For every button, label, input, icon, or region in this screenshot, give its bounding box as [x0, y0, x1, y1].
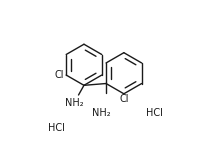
- Text: HCl: HCl: [48, 123, 65, 133]
- Text: NH₂: NH₂: [65, 98, 84, 108]
- Text: HCl: HCl: [146, 108, 162, 118]
- Text: NH₂: NH₂: [92, 108, 110, 118]
- Text: Cl: Cl: [55, 70, 64, 80]
- Text: Cl: Cl: [120, 94, 129, 104]
